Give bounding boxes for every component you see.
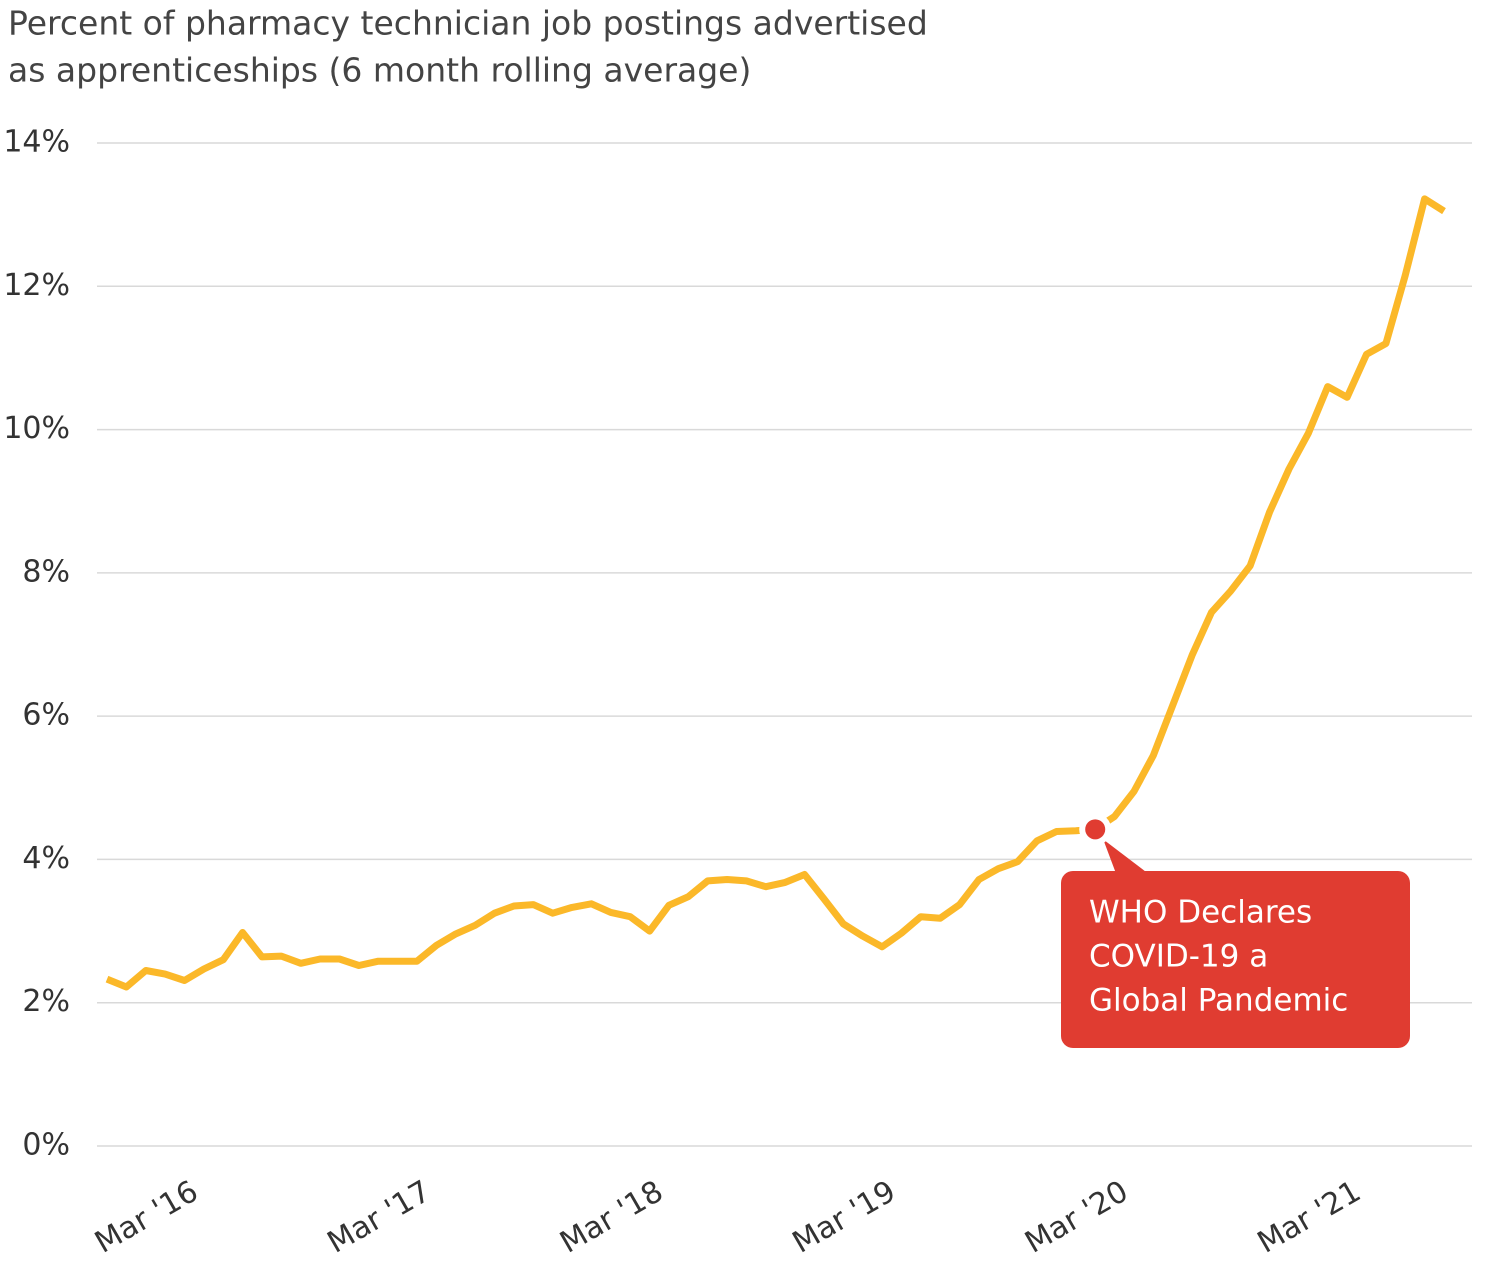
y-tick-label: 10%: [3, 411, 70, 446]
y-tick-label: 12%: [3, 268, 70, 303]
chart-title: as apprenticeships (6 month rolling aver…: [8, 51, 751, 90]
annotation-text: COVID-19 a: [1089, 939, 1268, 975]
y-tick-label: 6%: [22, 698, 70, 733]
y-tick-label: 8%: [22, 554, 70, 589]
x-tick-label: Mar '18: [554, 1174, 669, 1261]
y-tick-label: 2%: [22, 984, 70, 1019]
x-tick-label: Mar '21: [1252, 1174, 1367, 1261]
chart-title: Percent of pharmacy technician job posti…: [8, 4, 928, 43]
y-tick-label: 14%: [3, 125, 70, 160]
annotation-text: Global Pandemic: [1089, 983, 1348, 1019]
annotation-box: [1061, 871, 1410, 1048]
y-tick-label: 4%: [22, 841, 70, 876]
line: [105, 195, 1446, 991]
x-tick-label: Mar '17: [322, 1174, 437, 1261]
x-tick-label: Mar '16: [89, 1174, 204, 1261]
y-tick-label: 0%: [22, 1128, 70, 1163]
annotation-text: WHO Declares: [1089, 895, 1312, 931]
annotation-pointer: [1103, 839, 1146, 872]
x-tick-label: Mar '20: [1019, 1174, 1134, 1261]
annotation-marker-dot: [1085, 819, 1106, 840]
x-tick-label: Mar '19: [787, 1174, 902, 1261]
